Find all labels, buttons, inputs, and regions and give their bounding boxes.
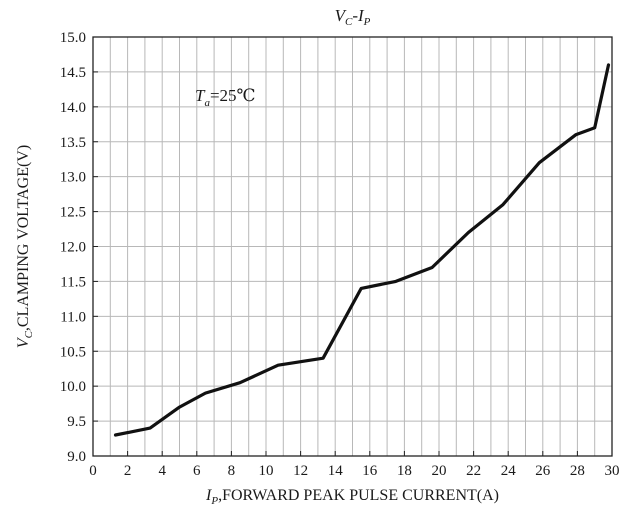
x-tick-label: 30 bbox=[605, 463, 620, 479]
x-axis-title: IP,FORWARD PEAK PULSE CURRENT(A) bbox=[205, 487, 499, 507]
y-tick-label: 10.5 bbox=[60, 344, 86, 360]
x-tick-label: 28 bbox=[570, 463, 585, 479]
chart-title: VC-IP bbox=[335, 6, 371, 28]
y-tick-label: 12.5 bbox=[60, 205, 86, 221]
temperature-annotation: Ta=25℃ bbox=[195, 86, 256, 109]
y-tick-label: 14.5 bbox=[60, 65, 86, 81]
x-tick-label: 6 bbox=[193, 463, 201, 479]
y-tick-label: 10.0 bbox=[60, 379, 86, 395]
y-tick-label: 11.0 bbox=[60, 309, 86, 325]
y-tick-label: 15.0 bbox=[60, 30, 86, 46]
series-line bbox=[113, 63, 611, 437]
y-tick-label: 14.0 bbox=[60, 100, 86, 116]
y-tick-label: 13.5 bbox=[60, 135, 86, 151]
y-tick-label: 9.0 bbox=[67, 449, 86, 465]
x-tick-label: 16 bbox=[362, 463, 378, 479]
axis-ticks bbox=[92, 36, 613, 457]
x-tick-label: 0 bbox=[89, 463, 97, 479]
y-axis-tick-labels: 9.0 9.5 10.0 10.5 11.0 11.5 12.0 12.5 13.0 13.5 14… bbox=[60, 30, 86, 465]
x-tick-label: 4 bbox=[158, 463, 166, 479]
x-tick-label: 18 bbox=[397, 463, 412, 479]
x-tick-label: 22 bbox=[466, 463, 481, 479]
grid bbox=[92, 36, 613, 457]
x-tick-label: 12 bbox=[293, 463, 308, 479]
x-tick-label: 14 bbox=[328, 463, 344, 479]
x-tick-label: 26 bbox=[535, 463, 551, 479]
x-tick-label: 10 bbox=[259, 463, 274, 479]
x-tick-label: 8 bbox=[228, 463, 236, 479]
x-tick-label: 24 bbox=[501, 463, 517, 479]
y-tick-label: 12.0 bbox=[60, 240, 86, 256]
series-layer bbox=[113, 63, 611, 437]
y-tick-label: 9.5 bbox=[67, 414, 86, 430]
x-axis-tick-labels: 0 2 4 6 8 10 12 14 16 18 20 22 24 26 28 30 bbox=[89, 463, 619, 479]
x-tick-label: 2 bbox=[124, 463, 132, 479]
y-tick-label: 11.5 bbox=[60, 274, 86, 290]
y-axis-title: VC,CLAMPING VOLTAGE(V) bbox=[15, 145, 35, 348]
y-tick-label: 13.0 bbox=[60, 170, 86, 186]
x-tick-label: 20 bbox=[432, 463, 447, 479]
